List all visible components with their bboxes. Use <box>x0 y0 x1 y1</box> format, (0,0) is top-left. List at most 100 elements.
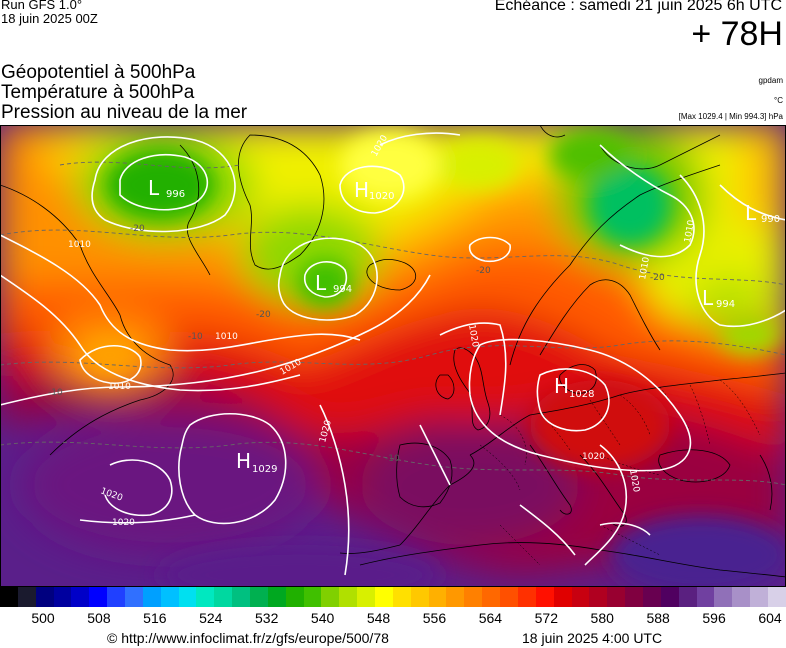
pressure-center-letter: H <box>236 449 251 473</box>
scale-swatch <box>714 587 733 607</box>
pressure-center-value: 994 <box>333 284 352 295</box>
isobar-label: 1020 <box>466 324 480 349</box>
scale-swatch <box>625 587 643 607</box>
title-geopotential: Géopotentiel à 500hPa <box>1 62 196 83</box>
title-temperature: Température à 500hPa <box>1 82 195 103</box>
pressure-center-value: 994 <box>716 299 735 310</box>
scale-swatch <box>571 587 590 607</box>
scale-swatch <box>446 587 465 607</box>
scale-swatch <box>464 587 483 607</box>
pressure-center-letter: H <box>354 178 369 202</box>
temperature-label: -20 <box>256 310 271 320</box>
forecast-valid-time: Echéance : samedi 21 juin 2025 6h UTC <box>494 0 782 14</box>
scale-swatch <box>428 587 447 607</box>
scale-swatch <box>285 587 304 607</box>
scale-tick-label: 508 <box>87 610 111 626</box>
scale-swatch <box>678 587 697 607</box>
scale-swatch <box>196 587 215 607</box>
scale-swatch <box>321 587 340 607</box>
scale-tick-label: 516 <box>143 610 167 626</box>
pressure-center-letter: H <box>554 374 569 398</box>
scale-swatch <box>303 587 322 607</box>
pressure-center-letter: L <box>745 201 757 225</box>
scale-swatch <box>750 587 768 607</box>
scale-swatch <box>482 587 501 607</box>
scale-swatch <box>535 587 554 607</box>
scale-swatch <box>0 587 18 607</box>
temperature-label: -20 <box>476 266 491 276</box>
title-pressure: Pression au niveau de la mer <box>1 102 248 123</box>
scale-swatch <box>607 587 626 607</box>
unit-temperature: °C <box>774 96 783 105</box>
temperature-label: -10 <box>385 454 400 464</box>
isobar-label: 1010 <box>68 240 91 250</box>
scale-swatch <box>357 587 376 607</box>
pressure-center-letter: L <box>315 271 327 295</box>
pressure-center-value: 996 <box>166 189 185 200</box>
scale-swatch <box>642 587 661 607</box>
isobar-label: 1020 <box>112 518 135 528</box>
source-url: © http://www.infoclimat.fr/z/gfs/europe/… <box>107 630 389 646</box>
scale-tick-label: 604 <box>758 610 782 626</box>
isobar-label: 1010 <box>638 256 652 281</box>
scale-tick-label: 572 <box>534 610 558 626</box>
run-date: 18 juin 2025 00Z <box>1 11 98 26</box>
weather-map: L 996 H 1020 L 994 L 990 L 994 H 1028 H … <box>0 125 786 587</box>
pressure-center-letter: L <box>148 176 160 200</box>
run-label: Run GFS 1.0° <box>1 0 83 12</box>
isobar-label: 1020 <box>627 469 641 494</box>
scale-swatch <box>178 587 197 607</box>
forecast-hour: + 78H <box>691 15 783 53</box>
scale-tick-label: 564 <box>478 610 503 626</box>
color-scale <box>0 587 786 607</box>
scale-swatch <box>375 587 393 607</box>
scale-swatch <box>214 587 233 607</box>
scale-tick-label: 596 <box>702 610 726 626</box>
scale-swatch <box>553 587 572 607</box>
pressure-center-value: 1029 <box>252 464 277 475</box>
scale-swatch <box>767 587 786 607</box>
scale-swatch <box>35 587 54 607</box>
scale-tick-label: 540 <box>310 610 335 626</box>
isobar-label: 1010 <box>108 382 131 392</box>
pressure-center-value: 1020 <box>369 191 394 202</box>
temperature-label: -20 <box>130 224 145 234</box>
scale-swatch <box>410 587 429 607</box>
scale-swatch <box>589 587 608 607</box>
scale-swatch <box>660 587 679 607</box>
scale-tick-label: 532 <box>255 610 279 626</box>
scale-tick-label: 548 <box>366 610 391 626</box>
scale-ticks: 500 508 516 524 532 540 548 556 564 572 580 588 596 6… <box>0 608 786 628</box>
pressure-center-letter: L <box>702 286 714 310</box>
scale-swatch <box>125 587 143 607</box>
scale-tick-label: 588 <box>646 610 670 626</box>
scale-swatch <box>107 587 126 607</box>
pressure-range: [Max 1029.4 | Min 994.3] hPa <box>678 112 783 121</box>
isobar-label: 1010 <box>683 219 697 244</box>
scale-swatch <box>392 587 411 607</box>
scale-tick-label: 500 <box>31 610 55 626</box>
scale-swatch <box>160 587 179 607</box>
unit-geopotential: gpdam <box>758 76 783 85</box>
scale-swatch <box>267 587 286 607</box>
scale-tick-label: 524 <box>199 610 223 626</box>
scale-swatch <box>500 587 518 607</box>
scale-tick-label: 580 <box>590 610 614 626</box>
scale-swatch <box>696 587 715 607</box>
scale-tick-label: 556 <box>422 610 447 626</box>
scale-swatch <box>142 587 161 607</box>
scale-swatch <box>71 587 90 607</box>
temperature-label: -10 <box>188 332 203 342</box>
pressure-center-value: 990 <box>761 214 780 225</box>
scale-swatch <box>517 587 536 607</box>
scale-swatch <box>250 587 268 607</box>
pressure-center-value: 1028 <box>569 389 594 400</box>
scale-swatch <box>339 587 358 607</box>
generated-date: 18 juin 2025 4:00 UTC <box>522 630 663 646</box>
isobar-label: 1020 <box>582 452 605 462</box>
isobar-label: 1010 <box>215 332 238 342</box>
scale-swatch <box>732 587 751 607</box>
scale-swatch <box>53 587 72 607</box>
scale-swatch <box>89 587 108 607</box>
scale-swatch <box>17 587 36 607</box>
